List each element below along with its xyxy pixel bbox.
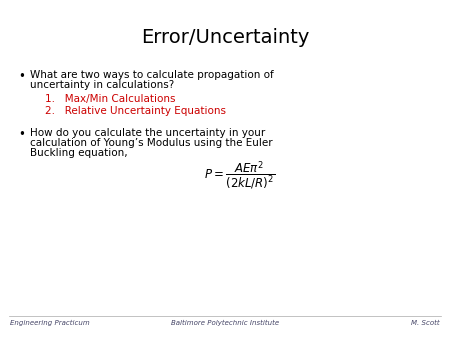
Text: Error/Uncertainty: Error/Uncertainty [141,28,309,47]
Text: Engineering Practicum: Engineering Practicum [10,320,90,326]
Text: 1.   Max/Min Calculations: 1. Max/Min Calculations [45,94,176,104]
Text: calculation of Young’s Modulus using the Euler: calculation of Young’s Modulus using the… [30,138,273,148]
Text: Baltimore Polytechnic Institute: Baltimore Polytechnic Institute [171,320,279,326]
Text: How do you calculate the uncertainty in your: How do you calculate the uncertainty in … [30,128,265,138]
Text: uncertainty in calculations?: uncertainty in calculations? [30,80,174,90]
Text: What are two ways to calculate propagation of: What are two ways to calculate propagati… [30,70,274,80]
Text: Buckling equation,: Buckling equation, [30,148,128,158]
Text: $P = \dfrac{AE\pi^2}{(2kL/R)^2}$: $P = \dfrac{AE\pi^2}{(2kL/R)^2}$ [204,160,275,192]
Text: M. Scott: M. Scott [411,320,440,326]
Text: 2.   Relative Uncertainty Equations: 2. Relative Uncertainty Equations [45,106,226,116]
Text: •: • [18,128,25,141]
Text: •: • [18,70,25,83]
